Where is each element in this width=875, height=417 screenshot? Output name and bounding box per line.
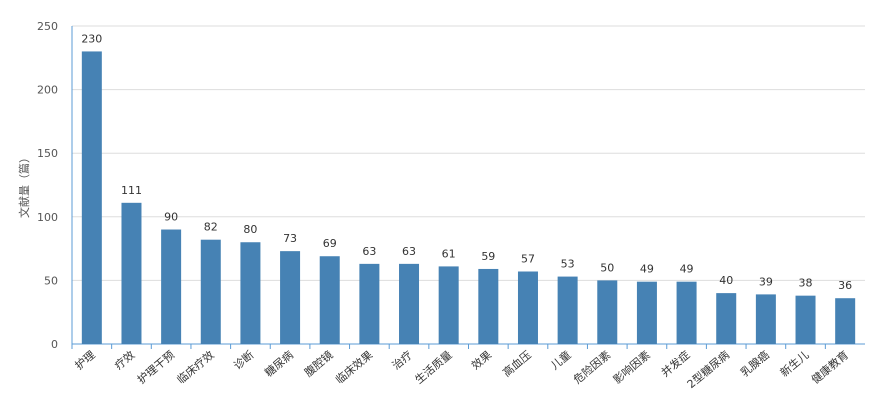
bar-2 (161, 229, 182, 344)
category-label-10: 效果 (468, 348, 494, 373)
value-label-17: 39 (759, 275, 773, 288)
bar-7 (359, 263, 380, 344)
value-label-0: 230 (81, 32, 102, 45)
bar-18 (795, 295, 816, 344)
bar-19 (835, 298, 856, 344)
value-label-18: 38 (799, 277, 813, 290)
y-axis-ticks: 0 50 100 150 200 250 (37, 20, 58, 351)
category-label-17: 乳腺癌 (738, 348, 772, 380)
y-tick-label: 0 (51, 338, 58, 351)
category-label-5: 糖尿病 (262, 348, 296, 380)
grid-lines (72, 25, 865, 281)
value-label-7: 63 (362, 245, 376, 258)
category-label-6: 腹腔镜 (301, 348, 335, 380)
category-label-2: 护理干预 (134, 348, 177, 387)
bar-9 (438, 266, 459, 344)
value-label-1: 111 (121, 184, 142, 197)
value-label-9: 61 (442, 247, 456, 260)
category-label-3: 临床疗效 (174, 348, 217, 387)
bar-0 (81, 51, 102, 344)
value-label-8: 63 (402, 245, 416, 258)
bar-6 (319, 256, 340, 344)
category-label-9: 生活质量 (412, 348, 455, 387)
bar-11 (517, 271, 538, 344)
category-label-15: 并发症 (658, 348, 692, 380)
bar-16 (716, 293, 737, 344)
category-label-14: 影响因素 (611, 348, 653, 386)
data-labels: 230 111 90 82 80 73 69 63 63 61 59 57 53 50 49 49 40 39 38… (81, 32, 852, 292)
category-label-12: 儿童 (548, 348, 574, 373)
category-label-19: 健康教育 (808, 348, 851, 387)
y-axis-label: 文献量（篇） (17, 152, 31, 218)
bar-10 (478, 268, 499, 344)
bar-3 (200, 239, 221, 344)
value-label-11: 57 (521, 252, 535, 265)
value-label-14: 49 (640, 263, 654, 276)
bar-1 (121, 202, 142, 344)
y-tick-label: 150 (37, 147, 58, 160)
category-label-11: 高血压 (500, 348, 534, 380)
value-label-3: 82 (204, 221, 218, 234)
category-label-16: 2型糖尿病 (684, 348, 732, 392)
value-label-19: 36 (838, 279, 852, 292)
bars (81, 51, 856, 344)
bar-8 (399, 263, 420, 344)
y-tick-label: 100 (37, 211, 58, 224)
y-tick-label: 50 (44, 274, 58, 287)
category-label-13: 危险因素 (570, 348, 613, 387)
bar-17 (755, 294, 776, 344)
bar-4 (240, 242, 261, 344)
category-label-1: 疗效 (112, 348, 138, 373)
value-label-10: 59 (481, 250, 495, 263)
category-label-18: 新生儿 (777, 348, 811, 380)
bar-15 (676, 281, 697, 344)
bar-13 (597, 280, 618, 344)
value-label-2: 90 (164, 211, 178, 224)
bar-14 (636, 281, 657, 344)
value-label-4: 80 (243, 223, 257, 236)
y-tick-label: 200 (37, 84, 58, 97)
value-label-12: 53 (561, 258, 575, 271)
value-label-6: 69 (323, 237, 337, 250)
bar-12 (557, 276, 578, 344)
category-label-0: 护理 (72, 348, 98, 373)
value-label-15: 49 (680, 263, 694, 276)
value-label-16: 40 (719, 274, 733, 287)
value-label-13: 50 (600, 261, 614, 274)
value-label-5: 73 (283, 232, 297, 245)
category-label-8: 治疗 (389, 348, 415, 373)
category-label-4: 诊断 (231, 348, 257, 373)
category-label-7: 临床效果 (333, 348, 376, 387)
bar-5 (280, 251, 301, 344)
y-tick-label: 250 (37, 20, 58, 33)
